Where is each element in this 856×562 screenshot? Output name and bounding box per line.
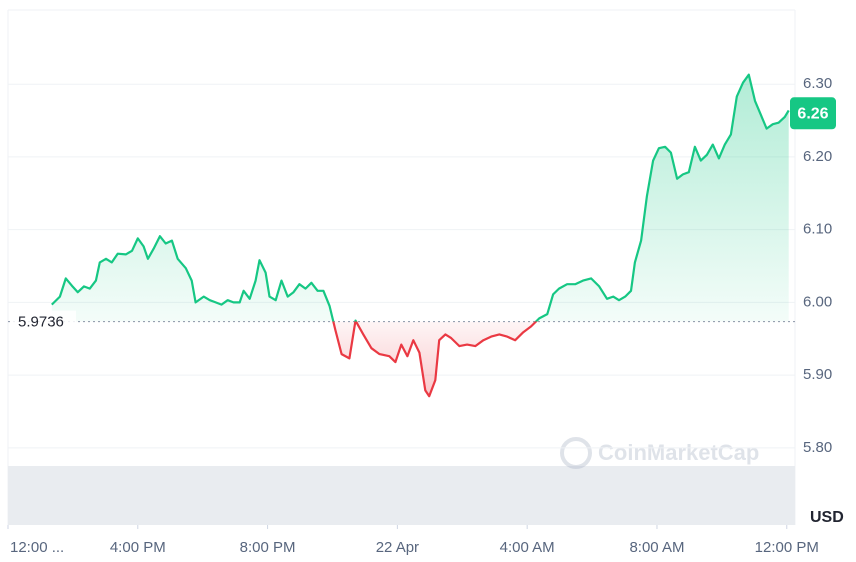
y-axis-label: USD (810, 509, 844, 526)
watermark-text: CoinMarketCap (598, 440, 759, 465)
y-tick-label: 5.80 (803, 439, 832, 456)
y-tick-label: 6.10 (803, 221, 832, 238)
reference-label-bg (12, 310, 76, 333)
x-tick-label: 8:00 PM (240, 539, 296, 556)
reference-label: 5.9736 (18, 314, 64, 331)
x-tick-label: 12:00 ... (10, 539, 64, 556)
x-tick-label: 4:00 PM (110, 539, 166, 556)
x-tick-label: 8:00 AM (629, 539, 684, 556)
price-line (51, 73, 790, 398)
price-area (51, 74, 789, 397)
y-tick-label: 6.30 (803, 75, 832, 92)
x-tick-label: 22 Apr (376, 539, 419, 556)
x-tick-label: 12:00 PM (755, 539, 819, 556)
current-price-label: 6.26 (797, 106, 828, 123)
y-tick-label: 6.20 (803, 148, 832, 165)
current-price-badge (790, 97, 836, 130)
y-tick-label: 6.00 (803, 293, 832, 310)
y-tick-label: 5.90 (803, 366, 832, 383)
watermark: CoinMarketCap (560, 437, 759, 469)
volume-band (8, 466, 795, 525)
x-tick-label: 4:00 AM (500, 539, 555, 556)
